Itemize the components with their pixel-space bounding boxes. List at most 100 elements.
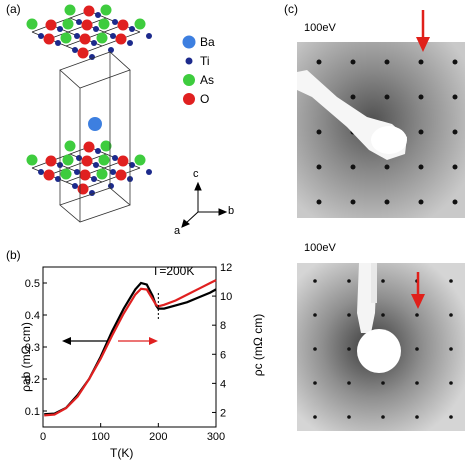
o-atom xyxy=(117,19,129,31)
ti-atom xyxy=(74,33,80,39)
o-atom xyxy=(81,19,93,31)
legend-ba-dot xyxy=(182,35,196,49)
as-atom xyxy=(98,154,110,166)
as-atom xyxy=(60,32,72,44)
x-tick-label: 0 xyxy=(40,431,46,443)
ti-atom xyxy=(108,183,114,189)
leed-spot xyxy=(313,415,317,419)
y-right-tick-label: 6 xyxy=(220,349,226,361)
ti-atom xyxy=(57,26,63,32)
leed-bottom-energy: 100eV xyxy=(304,242,336,254)
ti-atom xyxy=(89,54,95,60)
leed-spot xyxy=(449,415,453,419)
leed-spot xyxy=(347,415,351,419)
ti-atom xyxy=(38,33,44,39)
ti-atom xyxy=(76,155,82,161)
leed-top-energy: 100eV xyxy=(304,22,336,34)
x-tick-label: 100 xyxy=(91,431,109,443)
leed-spot xyxy=(347,381,351,385)
as-atom xyxy=(100,4,112,16)
unit-cell-outline xyxy=(59,51,131,223)
as-atom xyxy=(100,140,112,152)
leed-spot xyxy=(381,415,385,419)
leed-spot xyxy=(384,59,390,65)
leed-image-top xyxy=(297,42,465,218)
ti-atom xyxy=(93,162,99,168)
ti-atom xyxy=(72,47,78,53)
as-atom xyxy=(134,154,146,166)
as-atom xyxy=(64,140,76,152)
leed-spot xyxy=(415,347,419,351)
leed-spot xyxy=(418,199,424,205)
legend-label-ba: Ba xyxy=(200,35,215,49)
ti-atom xyxy=(95,148,101,154)
as-atom xyxy=(98,18,110,30)
ti-atom xyxy=(129,162,135,168)
ti-atom xyxy=(91,176,97,182)
ti-atom xyxy=(38,169,44,175)
ti-atom xyxy=(108,47,114,53)
leed-spot xyxy=(316,129,322,135)
legend-as-dot xyxy=(183,74,195,86)
as-atom xyxy=(62,18,74,30)
legend-label-ti: Ti xyxy=(200,54,210,68)
legend-ti-dot xyxy=(185,57,193,65)
leed-spot xyxy=(313,279,317,283)
as-atom xyxy=(134,18,146,30)
axes-triad xyxy=(181,181,228,228)
leed-spot xyxy=(347,313,351,317)
ti-atom xyxy=(74,169,80,175)
ti-atom xyxy=(72,183,78,189)
o-atom xyxy=(45,19,57,31)
as-atom xyxy=(64,4,76,16)
leed-spot xyxy=(415,313,419,317)
ti-atom xyxy=(95,12,101,18)
leed-spot xyxy=(313,381,317,385)
leed-spot xyxy=(350,59,356,65)
leed-spot xyxy=(452,164,458,170)
x-tick-label: 200 xyxy=(149,431,167,443)
leed-spot xyxy=(418,94,424,100)
leed-spot xyxy=(381,381,385,385)
leed-spot xyxy=(313,347,317,351)
ti-atom xyxy=(57,162,63,168)
ti-atom xyxy=(146,169,152,175)
axis-label-b: b xyxy=(228,205,235,217)
chart-annotation: T=200K xyxy=(152,264,195,278)
o-atom xyxy=(43,169,55,181)
ti-atom xyxy=(146,33,152,39)
ti-atom xyxy=(55,176,61,182)
panel-label-a: (a) xyxy=(6,2,21,16)
leed-spot xyxy=(449,381,453,385)
panel-label-c: (c) xyxy=(284,2,298,16)
ti-atom xyxy=(89,190,95,196)
leed-spot xyxy=(316,59,322,65)
legend-o-dot xyxy=(183,93,195,105)
y-right-tick-label: 8 xyxy=(220,320,226,332)
as-atom xyxy=(60,168,72,180)
o-atom xyxy=(77,183,89,195)
y-right-tick-label: 2 xyxy=(220,407,226,419)
o-atom xyxy=(79,169,91,181)
leed-spot xyxy=(350,199,356,205)
leed-spot xyxy=(452,129,458,135)
ti-atom xyxy=(129,26,135,32)
o-atom xyxy=(83,141,95,153)
as-atom xyxy=(96,32,108,44)
as-atom xyxy=(26,18,38,30)
leed-spot xyxy=(415,279,419,283)
axis-label-a: a xyxy=(174,225,181,237)
ti-atom xyxy=(110,33,116,39)
leed-spot xyxy=(452,199,458,205)
ti-atom xyxy=(110,169,116,175)
y-right-tick-label: 4 xyxy=(220,378,226,390)
ti-atom xyxy=(127,176,133,182)
left-axis-arrowhead xyxy=(62,337,71,345)
chart-ylabel-left: ρab (mΩ cm) xyxy=(19,322,33,392)
ti-atom xyxy=(93,26,99,32)
as-atom xyxy=(96,168,108,180)
leed-spot xyxy=(452,94,458,100)
leed-spot xyxy=(381,313,385,317)
ti-atom xyxy=(112,155,118,161)
leed-spot xyxy=(418,59,424,65)
